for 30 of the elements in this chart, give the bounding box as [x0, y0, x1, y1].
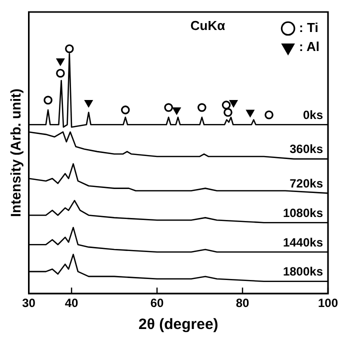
series-label: 1800ks: [282, 264, 324, 279]
x-axis-title: 2θ (degree): [138, 316, 218, 334]
x-tick-label: 40: [64, 296, 79, 310]
y-axis-title: Intensity (Arb. unit): [7, 88, 24, 217]
series-label: 360ks: [290, 142, 324, 156]
legend-label: : Ti: [299, 20, 318, 36]
point: [56, 58, 64, 66]
series-label: 0ks: [302, 108, 324, 122]
series-label: 1080ks: [282, 206, 324, 220]
legend-label: : Al: [299, 39, 320, 54]
x-tick-label: 100: [318, 296, 338, 310]
point: [264, 110, 274, 120]
point: [230, 100, 238, 107]
point: [56, 68, 65, 78]
point: [44, 96, 52, 105]
x-tick-label: 30: [22, 296, 36, 310]
point: [172, 107, 181, 114]
x-tick-label: 80: [236, 296, 250, 310]
x-tick-label: 60: [150, 296, 164, 310]
point: [224, 108, 232, 117]
series-label: 1440ks: [282, 235, 324, 250]
point: [164, 103, 173, 112]
point: [65, 44, 74, 54]
text: CuKα: [190, 18, 226, 34]
series-label: 720ks: [290, 176, 324, 191]
point: [121, 106, 130, 114]
point: [198, 103, 206, 112]
point: [84, 100, 93, 107]
point: [246, 110, 254, 117]
point: [222, 100, 231, 110]
